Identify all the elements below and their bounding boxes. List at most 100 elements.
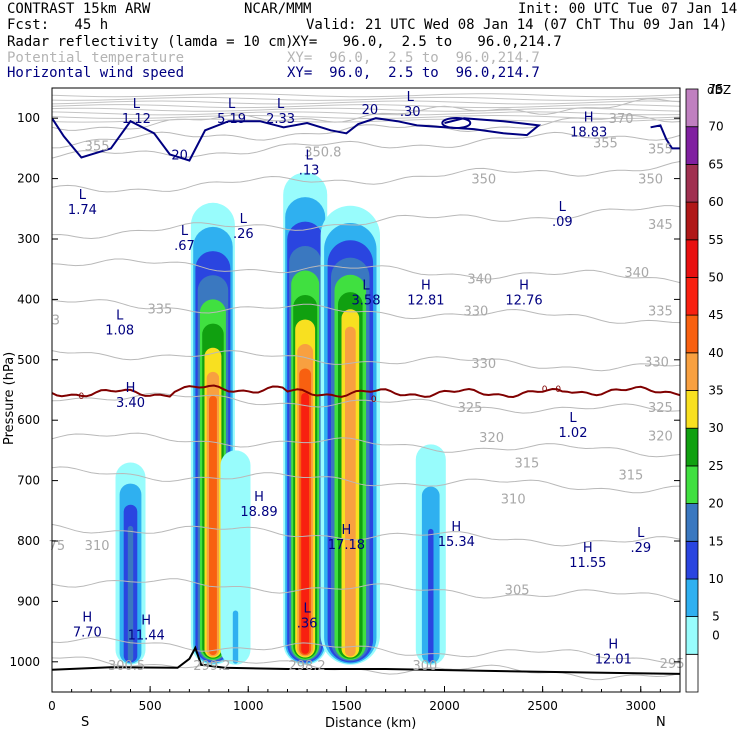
field-2-xy: XY= 96.0, 2.5 to 96.0,214.7 bbox=[287, 50, 540, 66]
theta-contour-label: 350 bbox=[638, 173, 663, 188]
theta-contour-line bbox=[52, 100, 680, 105]
y-tick-label: 300 bbox=[17, 232, 40, 246]
colorbar-label: 5 bbox=[712, 610, 720, 624]
extremum-marker: H12.81 bbox=[407, 278, 444, 308]
colorbar-swatch bbox=[685, 163, 699, 203]
theta-contours bbox=[52, 93, 680, 681]
theta-contour-line bbox=[52, 104, 680, 109]
theta-contour-label: 370 bbox=[609, 112, 634, 127]
extremum-marker: H12.76 bbox=[505, 278, 542, 308]
theta-contour-label: 335 bbox=[648, 304, 673, 319]
x-tick-label: 1000 bbox=[233, 699, 264, 713]
theta-contour-line bbox=[52, 161, 680, 193]
x-axis-label: Distance (km) bbox=[325, 716, 416, 731]
x-tick-label: 1500 bbox=[331, 699, 362, 713]
reflectivity-level bbox=[345, 326, 356, 657]
extremum-value: .09 bbox=[552, 215, 573, 230]
colorbar-label: 30 bbox=[708, 421, 723, 435]
theta-contour-label: 355 bbox=[648, 142, 673, 157]
theta-contour-label: 355 bbox=[593, 136, 618, 151]
wind-contour-label: 20 bbox=[171, 148, 188, 163]
y-tick-label: 900 bbox=[17, 594, 40, 608]
extremum-type: L bbox=[637, 526, 645, 541]
org-label: NCAR/MMM bbox=[244, 1, 312, 17]
reflectivity-level bbox=[232, 610, 239, 664]
theta-contour-label: 340 bbox=[624, 266, 649, 281]
terrain-path bbox=[52, 645, 680, 675]
field-2-name: Potential temperature bbox=[7, 50, 185, 66]
theta-contour-label: 325 bbox=[648, 401, 673, 416]
theta-contour-label: 310 bbox=[85, 539, 110, 554]
extremum-value: .30 bbox=[400, 105, 421, 120]
theta-contour-label: 305 bbox=[505, 583, 530, 598]
extremum-marker: L.29 bbox=[630, 526, 651, 556]
colorbar-swatch bbox=[685, 314, 699, 354]
extremum-value: 18.83 bbox=[570, 125, 607, 140]
extremum-type: H bbox=[141, 614, 151, 629]
extremum-marker: H3.40 bbox=[116, 381, 145, 411]
theta-contour-line bbox=[52, 107, 680, 112]
colorbar-label: 75 bbox=[708, 82, 723, 96]
reflectivity-cell bbox=[320, 205, 380, 665]
theta-contour-label: 315 bbox=[618, 469, 643, 484]
zero-line-path bbox=[52, 384, 680, 399]
extremum-value: 7.70 bbox=[73, 626, 102, 641]
extremum-marker: L1.08 bbox=[105, 309, 134, 339]
y-tick-label: 200 bbox=[17, 172, 40, 186]
field-3-xy: XY= 96.0, 2.5 to 96.0,214.7 bbox=[287, 65, 540, 81]
extremum-marker: L.09 bbox=[552, 200, 573, 230]
extremum-value: .36 bbox=[297, 617, 318, 632]
wind-contour-line bbox=[52, 117, 542, 162]
extremum-type: H bbox=[519, 278, 529, 293]
theta-contour-label: 320 bbox=[648, 429, 673, 444]
colorbar: dBZ 0 5 10 15 20 25 30 35 40 45 50 55 60 65 70 75 bbox=[685, 82, 731, 693]
theta-contour-label: 350.8 bbox=[304, 145, 341, 160]
colorbar-swatch bbox=[685, 276, 699, 316]
colorbar-label: 35 bbox=[708, 384, 723, 398]
theta-contour-line bbox=[52, 93, 680, 98]
reflectivity-level bbox=[220, 450, 251, 665]
reflectivity-cell bbox=[283, 172, 328, 665]
y-tick-label: 700 bbox=[17, 474, 40, 488]
extremum-type: L bbox=[559, 200, 567, 215]
extremum-type: L bbox=[362, 278, 370, 293]
extremum-type: H bbox=[82, 611, 92, 626]
theta-contour-label: 355 bbox=[85, 139, 110, 154]
extremum-value: .29 bbox=[630, 541, 651, 556]
theta-contour-label: 75 bbox=[49, 539, 66, 554]
extremum-marker: H17.18 bbox=[328, 523, 365, 553]
theta-contour-label: 3 bbox=[52, 313, 60, 328]
colorbar-label: 20 bbox=[708, 497, 723, 511]
extremum-marker: L5.19 bbox=[217, 97, 246, 127]
colorbar-label: 25 bbox=[708, 459, 723, 473]
north-label: N bbox=[656, 715, 666, 730]
extremum-marker: L2.33 bbox=[266, 97, 295, 127]
extremum-value: 3.40 bbox=[116, 396, 145, 411]
extremum-value: .67 bbox=[174, 239, 195, 254]
y-tick-label: 400 bbox=[17, 292, 40, 306]
zero-line-label: 0 bbox=[555, 385, 561, 395]
colorbar-unit: dBZ bbox=[707, 83, 731, 97]
theta-contour-line bbox=[52, 636, 680, 664]
field-1-name: Radar reflectivity (lamda = 10 cm) bbox=[7, 34, 294, 50]
forecast-hour: Fcst: 45 h bbox=[7, 17, 109, 33]
y-tick-label: 500 bbox=[17, 353, 40, 367]
colorbar-label: 0 bbox=[712, 629, 720, 643]
extremum-value: 1.74 bbox=[68, 203, 97, 218]
y-tick-label: 1000 bbox=[9, 655, 40, 669]
extremum-value: .13 bbox=[299, 164, 320, 179]
axes: 0 500 1000 1500 2000 2500 30001002003004005006… bbox=[9, 111, 681, 713]
theta-contour-label: 330 bbox=[644, 356, 669, 371]
extremum-marker: H7.70 bbox=[73, 611, 102, 641]
extremum-marker: L.36 bbox=[297, 602, 318, 632]
extremum-value: 12.01 bbox=[595, 653, 632, 668]
colorbar-label: 60 bbox=[708, 195, 723, 209]
extremum-marker: L1.12 bbox=[122, 97, 151, 127]
theta-contour-line bbox=[52, 350, 680, 372]
theta-contour-line bbox=[52, 392, 680, 414]
extremum-type: H bbox=[254, 490, 264, 505]
y-tick-label: 100 bbox=[17, 111, 40, 125]
colorbar-swatch bbox=[685, 239, 699, 278]
